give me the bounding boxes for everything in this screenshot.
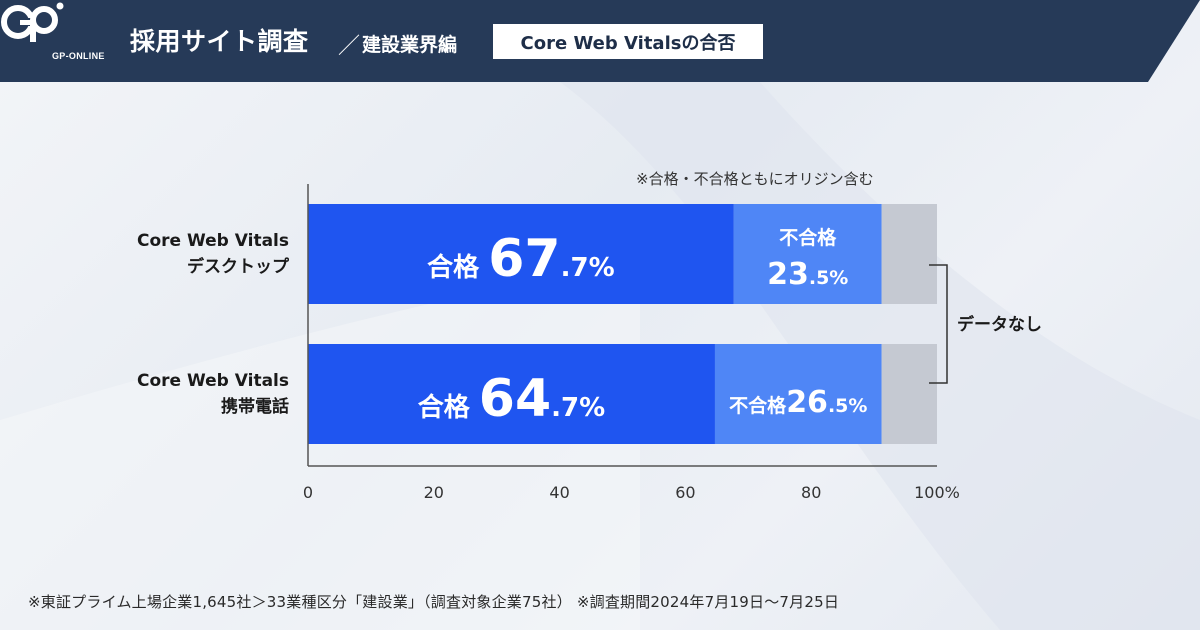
x-tick-label-4: 80	[801, 483, 821, 502]
gp-online-logo	[1, 2, 64, 42]
bar-pass-row1	[308, 204, 734, 304]
bar-nodata-row2	[881, 344, 937, 444]
fail-name-row1: 不合格	[779, 226, 837, 249]
row-label-desktop: Core Web Vitals デスクトップ	[137, 228, 289, 280]
fail-value-row1: 23.5%	[767, 257, 848, 292]
bar-nodata-row1	[881, 204, 937, 304]
x-tick-label-3: 60	[675, 483, 695, 502]
fail-label-row2: 不合格26.5%	[729, 385, 867, 420]
title-separator: ／	[338, 34, 361, 59]
row-label-mobile: Core Web Vitals 携帯電話	[137, 368, 289, 420]
x-tick-label-0: 0	[303, 483, 313, 502]
topic-badge: Core Web Vitalsの合否	[493, 24, 763, 59]
page-title: 採用サイト調査	[130, 27, 309, 56]
header-bar: GP-ONLINE 採用サイト調査 ／ 建設業界編 Core Web Vital…	[0, 0, 1200, 82]
bar-fail-row2	[714, 344, 882, 444]
x-tick-label-2: 40	[549, 483, 569, 502]
bar-pass-row2	[308, 344, 715, 444]
x-tick-label-5: 100%	[914, 483, 960, 502]
no-data-bracket	[929, 264, 948, 384]
pass-label-row2: 合格 64.7%	[418, 369, 605, 429]
logo-text: GP-ONLINE	[52, 51, 105, 61]
row-label-desktop-line1: Core Web Vitals	[137, 231, 289, 251]
x-tick-label-1: 20	[424, 483, 444, 502]
bar-fail-row1	[733, 204, 882, 304]
row-label-desktop-line2: デスクトップ	[187, 257, 289, 277]
chart-note: ※合格・不合格ともにオリジン含む	[636, 170, 874, 188]
page-subtitle: 建設業界編	[362, 34, 458, 56]
pass-label-row1: 合格 67.7%	[427, 229, 614, 289]
no-data-label: データなし	[957, 314, 1042, 335]
row-label-mobile-line1: Core Web Vitals	[137, 371, 289, 391]
footer-note: ※東証プライム上場企業1,645社＞33業種区分「建設業」（調査対象企業75社）…	[28, 593, 840, 611]
row-label-mobile-line2: 携帯電話	[221, 397, 289, 417]
